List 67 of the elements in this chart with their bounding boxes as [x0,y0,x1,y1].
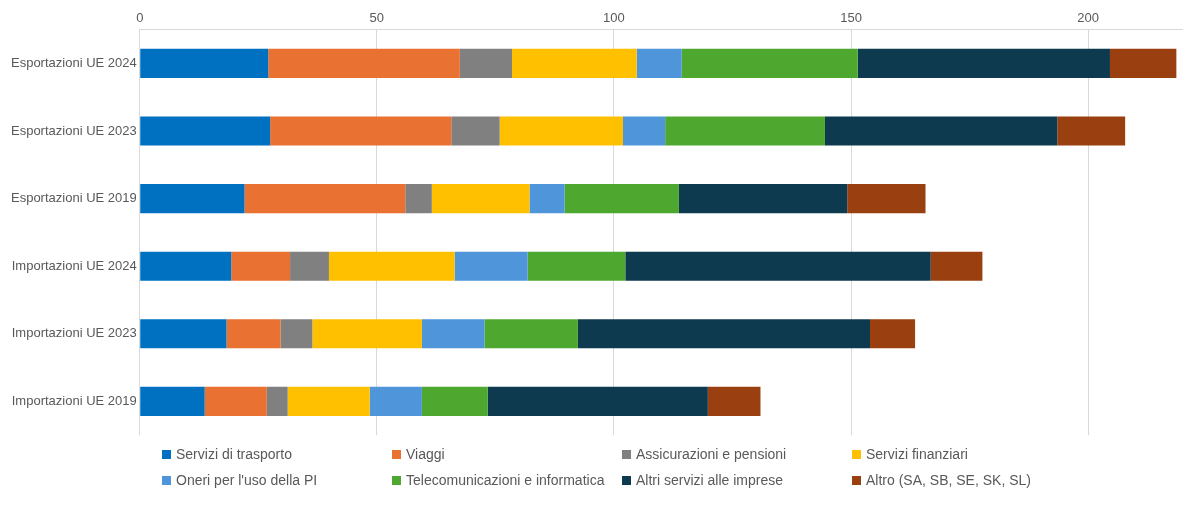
bar [857,48,1110,78]
bar [824,116,1058,146]
bar [140,116,271,146]
bar [665,116,825,146]
bar [564,184,679,214]
bar [707,386,761,416]
bar [140,386,205,416]
bar [451,116,500,146]
bar [577,319,871,349]
bar [529,184,565,214]
legend-label: Servizi finanziari [866,446,968,462]
bar [290,251,329,281]
x-tick-label: 50 [369,10,385,26]
x-tick-label: 100 [603,10,625,26]
bar [244,184,406,214]
legend-label: Assicurazioni e pensioni [636,446,787,462]
bar [454,251,528,281]
legend-label: Telecomunicazioni e informatica [406,472,605,488]
bar [204,386,267,416]
bar [431,184,530,214]
bar [226,319,281,349]
bar [266,386,288,416]
bar [870,319,916,349]
y-tick-label: Esportazioni UE 2024 [10,54,137,70]
bar [328,251,455,281]
bar [231,251,291,281]
bar [140,251,232,281]
bar [270,116,452,146]
legend-label: Servizi di trasporto [176,446,292,462]
bar [681,48,858,78]
legend-label: Altro (SA, SB, SE, SK, SL) [866,472,1031,488]
y-tick-label: Esportazioni UE 2023 [10,122,137,138]
bar [487,386,708,416]
y-tick-label: Importazioni UE 2024 [11,257,137,273]
bar [287,386,370,416]
bar [280,319,313,349]
bar [459,48,512,78]
x-tick-label: 0 [136,10,144,26]
bar [1057,116,1126,146]
bar [1109,48,1177,78]
bar [421,319,485,349]
y-tick-label: Importazioni UE 2023 [11,325,137,341]
bar [421,386,488,416]
bar [625,251,931,281]
bar [268,48,460,78]
bar [636,48,682,78]
bar [678,184,848,214]
bar [499,116,623,146]
bar [140,48,269,78]
y-tick-label: Importazioni UE 2019 [11,392,137,408]
bar [312,319,422,349]
bar [369,386,422,416]
legend-label: Oneri per l'uso della PI [176,472,318,488]
bar [527,251,626,281]
legend-label: Altri servizi alle imprese [636,472,784,488]
bar [930,251,983,281]
bar [484,319,578,349]
bar [140,184,245,214]
bar [622,116,666,146]
legend-label: Viaggi [406,446,445,462]
y-tick-label: Esportazioni UE 2019 [10,190,137,206]
bar [140,319,227,349]
bar [405,184,432,214]
x-tick-label: 150 [840,10,862,26]
bar [512,48,637,78]
x-tick-label: 200 [1077,10,1100,26]
bar [847,184,926,214]
